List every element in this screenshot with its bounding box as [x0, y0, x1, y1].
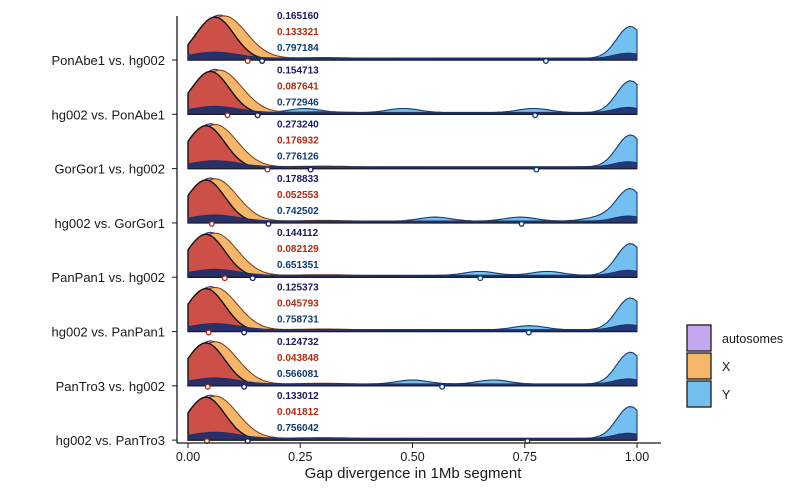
x-axis-title: Gap divergence in 1Mb segment	[305, 465, 523, 482]
ridge-label: hg002 vs. PanTro3	[56, 433, 165, 448]
dark-density-area	[187, 214, 638, 224]
y-mean-label: 0.651351	[277, 260, 319, 271]
mean-marker-x	[205, 329, 212, 336]
legend-swatch-autosomes	[686, 324, 712, 352]
legend-swatch-x	[686, 352, 712, 380]
mean-marker-autosomes	[241, 329, 248, 336]
x-tick-label: 0.00	[176, 450, 200, 464]
ridge-label: PanTro3 vs. hg002	[56, 379, 165, 394]
mean-marker-autosomes	[254, 112, 261, 119]
mean-marker-y	[525, 329, 532, 336]
legend-swatch-y	[686, 380, 712, 408]
mean-marker-autosomes	[249, 275, 256, 282]
mean-marker-x	[208, 220, 215, 227]
mean-marker-y	[477, 275, 484, 282]
mean-marker-x	[264, 166, 271, 173]
x-tick-label: 1.00	[625, 450, 649, 464]
ridge-label: GorGor1 vs. hg002	[54, 162, 165, 177]
legend-label-x: X	[722, 360, 731, 374]
dark-density-area	[187, 323, 638, 332]
mean-marker-autosomes	[265, 220, 272, 227]
mean-marker-y	[542, 58, 549, 64]
dark-density-area	[187, 268, 638, 278]
mean-marker-autosomes	[307, 166, 314, 173]
autosomes-mean-label: 0.273240	[277, 120, 319, 131]
x-tick-label: 0.50	[400, 450, 424, 464]
dark-density-area	[187, 160, 638, 169]
x-density-area	[187, 15, 637, 61]
autosomes-mean-label: 0.178833	[277, 174, 319, 185]
autosomes-mean-label: 0.124732	[277, 337, 319, 348]
autosomes-mean-label: 0.125373	[277, 283, 319, 294]
ridge-3: 0.178833 0.052553 0.742502 hg002 vs. GorGor…	[54, 174, 638, 231]
dark-density-area	[187, 51, 638, 61]
x-mean-label: 0.045793	[277, 299, 319, 310]
ridge-6: 0.124732 0.043848 0.566081 PanTro3 vs. hg00…	[56, 337, 638, 394]
ridge-5: 0.125373 0.045793 0.758731 hg002 vs. PanPan…	[52, 283, 638, 340]
y-mean-label: 0.776126	[277, 152, 319, 163]
autosomes-mean-label: 0.133012	[277, 391, 319, 402]
autosomes-mean-label: 0.165160	[277, 11, 319, 22]
mean-marker-y	[518, 220, 525, 227]
x-mean-label: 0.133321	[277, 27, 319, 38]
x-density-area	[187, 178, 637, 224]
dark-density-area	[187, 377, 638, 387]
x-mean-label: 0.087641	[277, 81, 319, 92]
x-mean-label: 0.041812	[277, 407, 319, 418]
legend-label-autosomes: autosomes	[722, 332, 783, 346]
mean-marker-autosomes	[241, 383, 248, 390]
mean-marker-x	[204, 383, 211, 390]
x-mean-label: 0.043848	[277, 353, 319, 364]
x-mean-label: 0.176932	[277, 136, 319, 147]
x-mean-label: 0.082129	[277, 244, 319, 255]
mean-marker-y	[532, 112, 539, 119]
autosomes-mean-label: 0.144112	[277, 228, 319, 239]
ridge-label: hg002 vs. GorGor1	[54, 216, 165, 231]
legend-label-y: Y	[722, 388, 731, 402]
legend: autosomes XY	[686, 324, 783, 408]
x-density-area	[187, 286, 637, 332]
x-mean-label: 0.052553	[277, 190, 319, 201]
ridges-group: 0.165160 0.133321 0.797184 PonAbe1 vs. hg00…	[52, 11, 638, 448]
x-tick-label: 0.25	[288, 450, 312, 464]
mean-marker-y	[533, 166, 540, 173]
x-density-area	[187, 232, 637, 278]
y-mean-label: 0.797184	[277, 43, 319, 54]
y-mean-label: 0.772946	[277, 97, 319, 108]
y-mean-label: 0.566081	[277, 369, 319, 380]
ridge-label: PonAbe1 vs. hg002	[52, 53, 165, 68]
y-mean-label: 0.742502	[277, 206, 319, 217]
ridge-4: 0.144112 0.082129 0.651351 PanPan1 vs. hg00…	[52, 228, 638, 285]
y-mean-label: 0.756042	[277, 423, 319, 434]
x-density-area	[187, 69, 637, 115]
y-mean-label: 0.758731	[277, 315, 319, 326]
mean-marker-x	[221, 275, 228, 282]
x-density-area	[187, 123, 637, 170]
ridge-2: 0.273240 0.176932 0.776126 GorGor1 vs. hg00…	[54, 120, 638, 177]
mean-marker-autosomes	[259, 58, 266, 64]
x-tick-label: 0.75	[513, 450, 537, 464]
mean-marker-x	[244, 58, 251, 64]
ridge-label: PanPan1 vs. hg002	[52, 270, 165, 285]
x-density-area	[187, 341, 637, 387]
ridge-label: hg002 vs. PonAbe1	[52, 107, 165, 122]
ridge-1: 0.154713 0.087641 0.772946 hg002 vs. PonAbe…	[52, 65, 638, 122]
dark-density-area	[187, 105, 638, 115]
x-ticks-group: 0.00 0.25 0.50 0.75 1.00	[176, 443, 649, 464]
autosomes-mean-label: 0.154713	[277, 65, 319, 76]
ridge-0: 0.165160 0.133321 0.797184 PonAbe1 vs. hg00…	[52, 11, 638, 68]
mean-marker-y	[439, 383, 446, 390]
ridge-label: hg002 vs. PanPan1	[52, 325, 165, 340]
dark-density-area	[187, 431, 638, 441]
ridge-7: 0.133012 0.041812 0.756042 hg002 vs. PanTro…	[56, 391, 638, 448]
mean-marker-x	[224, 112, 231, 119]
x-density-area	[187, 395, 637, 441]
